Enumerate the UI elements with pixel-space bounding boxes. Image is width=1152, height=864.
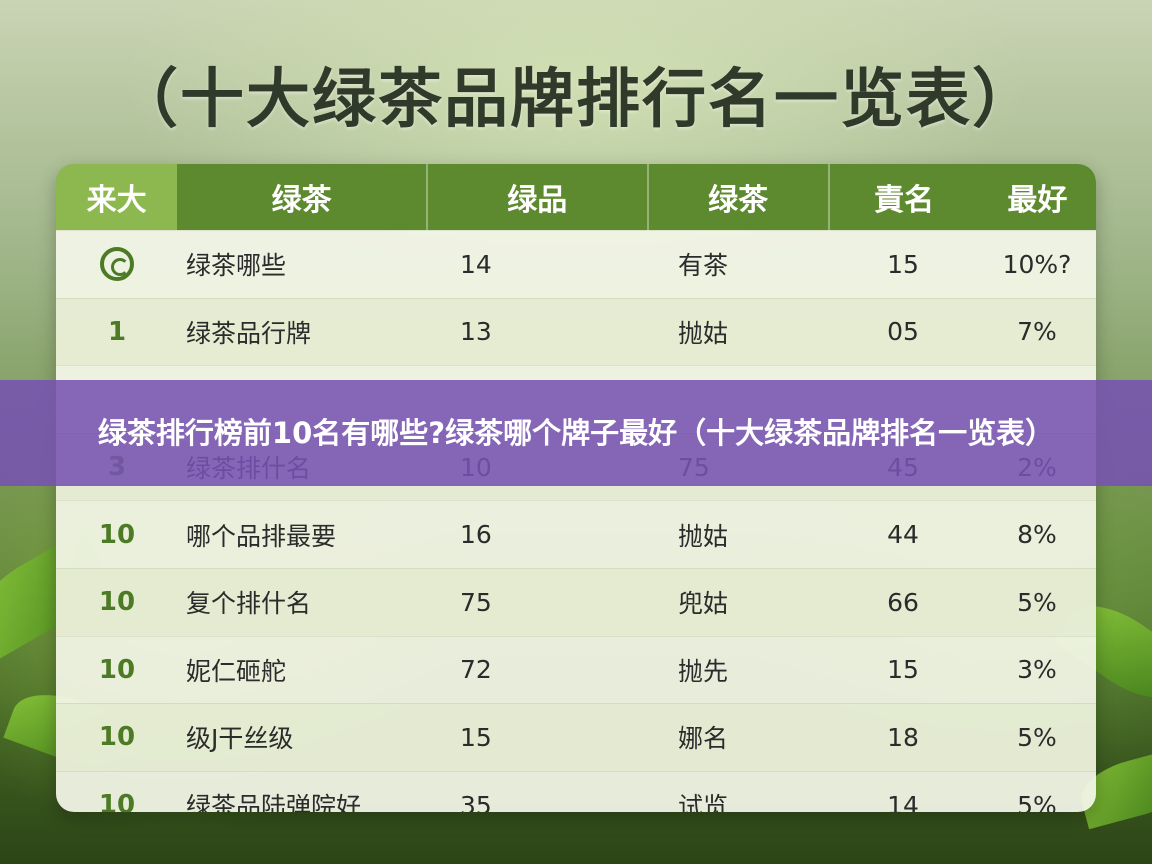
value-cell: 15 [887,655,919,685]
name-cell: 绿茶品行牌 [186,318,312,348]
percent-cell: 8% [1017,520,1057,550]
header-cell: 来大 [56,164,178,230]
value-cell: 兜姑 [678,589,729,619]
value-cell: 35 [460,790,492,812]
header-cell: 绿茶 [177,164,428,230]
value-cell: 抛先 [678,656,729,686]
name-cell: 绿茶品陆弹院好 [186,792,362,812]
value-cell: 15 [887,249,919,279]
name-cell: 绿茶哪些 [186,251,287,281]
percent-cell: 5% [1017,790,1057,812]
value-cell: 抛姑 [678,521,729,551]
table-row: 10 哪个品排最要 16 抛姑 44 8% [56,500,1096,568]
value-cell: 14 [460,249,492,279]
value-cell: 05 [887,317,919,347]
table-header: 来大 绿茶 绿品 绿茶 責名 最好 [56,164,1096,230]
value-cell: 75 [460,587,492,617]
percent-cell: 5% [1017,722,1057,752]
name-cell: 复个排什名 [186,589,312,619]
value-cell: 14 [887,790,919,812]
caption-banner: 绿茶排行榜前10名有哪些?绿茶哪个牌子最好（十大绿茶品牌排名一览表） [0,380,1152,486]
header-cell: 責名 [874,183,935,218]
value-cell: 44 [887,520,919,550]
circle-logo-icon [100,247,134,282]
ranking-table: 来大 绿茶 绿品 绿茶 責名 最好 绿茶哪些 14 有茶 15 10%? 1 绿… [56,164,1096,812]
value-cell: 15 [460,722,492,752]
value-cell: 有茶 [678,251,729,281]
value-cell: 试览 [678,792,729,812]
rank-cell: 10 [98,519,136,550]
value-cell: 18 [887,722,919,752]
value-cell: 抛姑 [678,318,729,348]
name-cell: 哪个品排最要 [186,521,337,551]
percent-cell: 5% [1017,587,1057,617]
rank-cell: 10 [98,654,136,685]
name-cell: 级J干丝级 [186,724,294,754]
header-cell: 绿茶 [649,164,830,230]
table-row: 10 复个排什名 75 兜姑 66 5% [56,567,1096,636]
rank-cell: 10 [98,587,136,618]
value-cell: 66 [887,587,919,617]
rank-cell: 10 [98,790,136,812]
table-row: 10 级J干丝级 15 娜名 18 5% [56,703,1096,771]
value-cell: 娜名 [678,724,729,754]
value-cell: 16 [460,520,492,550]
header-cell: 最好 [1007,183,1068,218]
rank-cell: 10 [98,722,136,753]
table-row [56,365,1096,433]
caption-text: 绿茶排行榜前10名有哪些?绿茶哪个牌子最好（十大绿茶品牌排名一览表） [97,416,1055,450]
name-cell: 妮仁砸舵 [186,656,287,686]
value-cell: 13 [460,317,492,347]
header-cell: 绿品 [428,164,649,230]
value-cell: 72 [460,655,492,685]
table-row: 10 妮仁砸舵 72 抛先 15 3% [56,635,1096,704]
percent-cell: 10%? [1002,249,1072,279]
table-row: 1 绿茶品行牌 13 抛姑 05 7% [56,297,1096,366]
rank-cell: 1 [107,316,127,347]
percent-cell: 3% [1017,655,1057,685]
table-row: 绿茶哪些 14 有茶 15 10%? [56,230,1096,298]
page-title: （十大绿茶品牌排行名一览表） [114,63,1038,137]
table-row: 10 绿茶品陆弹院好 35 试览 14 5% [56,770,1096,812]
percent-cell: 7% [1017,317,1057,347]
rank-cell [56,231,178,298]
